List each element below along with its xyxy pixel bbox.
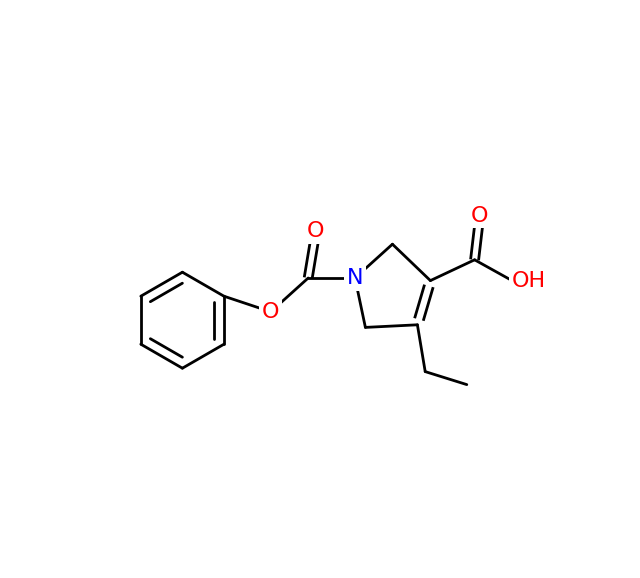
- Text: O: O: [307, 221, 324, 241]
- Text: O: O: [471, 206, 488, 225]
- Text: OH: OH: [512, 271, 546, 291]
- Text: O: O: [262, 302, 280, 322]
- Text: N: N: [347, 268, 364, 288]
